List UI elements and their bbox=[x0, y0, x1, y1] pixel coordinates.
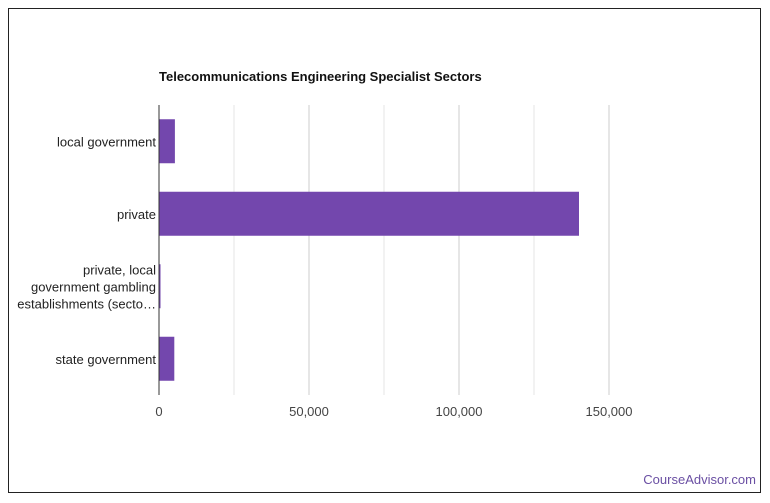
y-category-label: state government bbox=[56, 352, 157, 367]
y-category-label: local government bbox=[57, 134, 156, 149]
y-category-label: government gambling bbox=[31, 279, 156, 294]
bar bbox=[159, 264, 161, 309]
y-category-label: private bbox=[117, 207, 156, 222]
chart-title: Telecommunications Engineering Specialis… bbox=[159, 69, 482, 84]
courseadvisor-link[interactable]: CourseAdvisor.com bbox=[643, 472, 756, 487]
x-tick-label: 50,000 bbox=[289, 404, 329, 419]
bar bbox=[159, 336, 175, 381]
bar bbox=[159, 191, 579, 236]
bar bbox=[159, 119, 175, 164]
x-tick-label: 0 bbox=[155, 404, 162, 419]
x-tick-label: 150,000 bbox=[586, 404, 633, 419]
y-category-label: private, local bbox=[83, 262, 156, 277]
x-tick-label: 100,000 bbox=[436, 404, 483, 419]
y-category-label: establishments (secto… bbox=[17, 296, 156, 311]
chart-frame bbox=[8, 8, 761, 493]
